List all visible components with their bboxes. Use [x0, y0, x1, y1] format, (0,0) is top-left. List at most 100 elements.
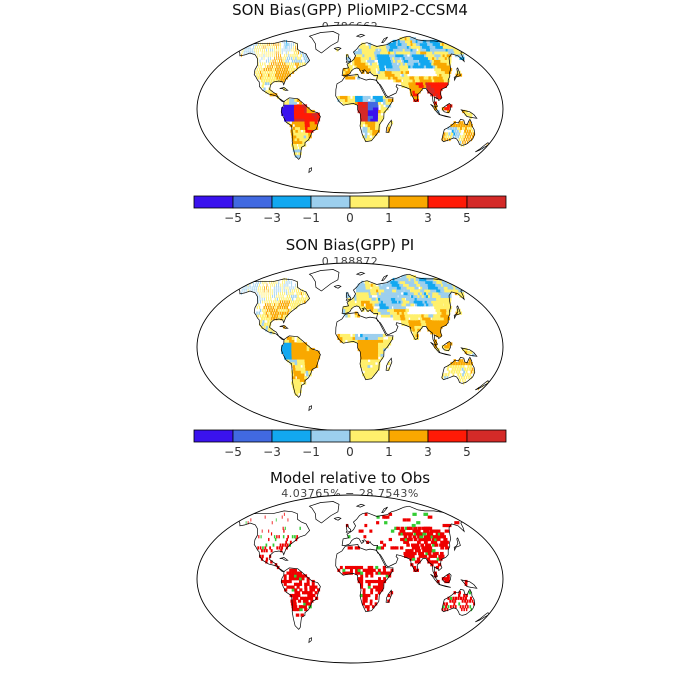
map-cell — [378, 291, 382, 296]
map-cell — [427, 59, 432, 63]
map-cell — [298, 132, 302, 136]
map-cell — [263, 79, 266, 83]
map-cell — [291, 356, 295, 360]
map-cell — [372, 53, 376, 58]
coastline-australia — [441, 588, 476, 616]
coastline-madagascar — [385, 357, 393, 371]
map-cell — [375, 101, 379, 105]
map-cell — [245, 521, 247, 525]
map-cell — [288, 579, 292, 584]
map-cell — [372, 104, 376, 108]
map-cell — [360, 109, 364, 114]
map-cell — [282, 308, 285, 312]
map-cell — [270, 560, 273, 564]
map-cell — [441, 67, 446, 72]
map-cell — [269, 48, 271, 52]
map-cell — [461, 359, 464, 363]
map-cell — [287, 283, 289, 287]
map-cell — [309, 361, 313, 366]
map-cell — [356, 303, 360, 307]
map-cell — [295, 596, 299, 600]
map-cell — [262, 286, 263, 290]
map-cell — [410, 277, 415, 282]
map-cell — [375, 345, 379, 349]
map-cell — [415, 93, 419, 97]
map-cell — [259, 53, 261, 58]
colorbar-tick-label: −1 — [302, 445, 320, 459]
map-cell — [471, 129, 474, 133]
map-cell — [267, 56, 269, 60]
map-cell — [374, 45, 378, 49]
map-cell — [420, 532, 425, 536]
map-cell — [345, 314, 348, 318]
map-cell — [446, 65, 451, 69]
map-cell — [382, 70, 386, 74]
map-cell — [426, 87, 431, 91]
map-cell — [464, 378, 466, 382]
map-cell — [291, 107, 295, 111]
map-cell — [347, 101, 351, 105]
map-cell — [259, 45, 260, 49]
map-cell — [421, 526, 426, 530]
map-cell — [258, 303, 260, 307]
map-cell — [306, 577, 310, 581]
map-cell — [261, 297, 263, 301]
map-cell — [395, 45, 400, 49]
map-cell — [367, 353, 371, 357]
map-cell — [257, 289, 259, 293]
map-cell — [416, 557, 421, 561]
map-cell — [468, 359, 472, 363]
map-cell — [360, 51, 363, 55]
map-cell — [375, 565, 379, 570]
map-cell — [418, 297, 423, 301]
map-cell — [464, 582, 468, 586]
map-cell — [272, 93, 275, 97]
map-cell — [281, 59, 283, 63]
map-cell — [256, 67, 258, 72]
map-cell — [255, 51, 257, 55]
map-cell — [436, 87, 441, 91]
map-cell — [357, 107, 361, 111]
map-cell — [364, 53, 368, 58]
map-cell — [367, 45, 370, 49]
map-cell — [360, 118, 364, 122]
map-cell — [269, 70, 271, 74]
map-cell — [292, 300, 295, 304]
map-cell — [457, 135, 460, 139]
map-cell — [403, 70, 407, 74]
map-cell — [276, 535, 278, 539]
map-cell — [374, 53, 378, 58]
map-cell — [345, 294, 349, 298]
map-cell — [446, 523, 452, 528]
map-cell — [298, 370, 302, 374]
map-cell — [365, 579, 369, 584]
map-cell — [387, 599, 390, 603]
map-cell — [446, 347, 450, 352]
map-cell — [414, 303, 419, 307]
map-cell — [271, 280, 272, 284]
map-cell — [278, 308, 281, 312]
map-cell — [446, 62, 452, 66]
map-cell — [309, 593, 313, 598]
map-cell — [288, 107, 292, 111]
map-cell — [362, 568, 366, 572]
map-cell — [457, 364, 460, 368]
map-cell — [347, 339, 351, 343]
map-cell — [428, 76, 433, 80]
map-cell — [360, 62, 364, 66]
map-cell — [428, 84, 433, 88]
map-cell — [317, 356, 321, 360]
map-cell — [266, 76, 269, 80]
map-cell — [369, 373, 373, 377]
map-cell — [381, 303, 385, 307]
map-cell — [271, 289, 273, 293]
map-cell — [280, 70, 283, 74]
map-cell — [275, 317, 278, 321]
map-cell — [454, 599, 457, 603]
map-cell — [362, 42, 366, 46]
map-cell — [302, 126, 306, 130]
map-cell — [271, 76, 274, 80]
map-cell — [464, 373, 467, 377]
map-cell — [423, 554, 428, 558]
map-cell — [449, 599, 452, 603]
